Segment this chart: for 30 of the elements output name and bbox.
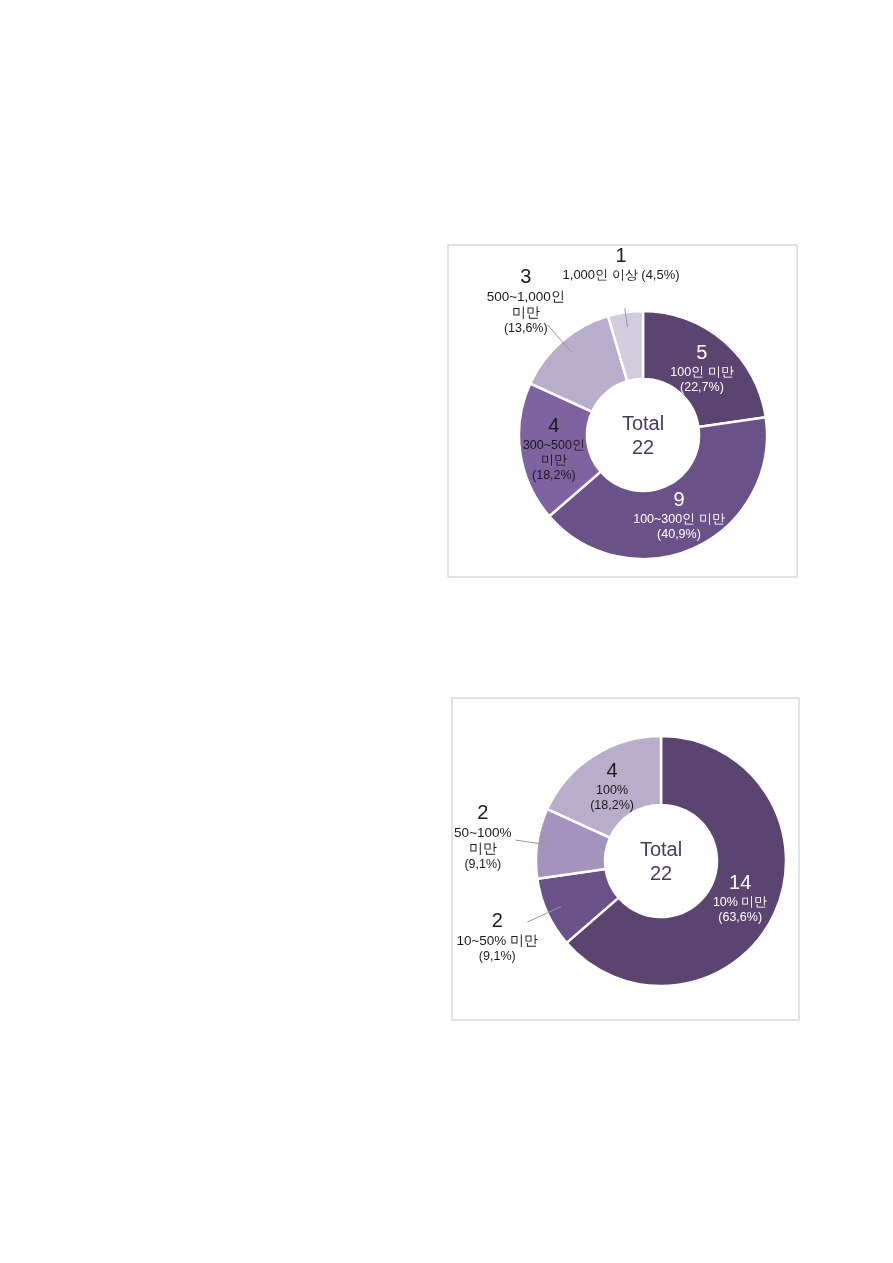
data-label: 4 — [606, 758, 618, 781]
text: 22 — [631, 436, 655, 458]
data-label: 4 — [548, 414, 560, 437]
data-label: 14 — [729, 871, 752, 894]
text: (9,1%) — [478, 949, 516, 964]
text: (9,1%) — [464, 856, 502, 871]
text: (63,6%) — [718, 910, 763, 925]
slice-label: 10~50% 미만 — [456, 933, 539, 948]
text: Total — [621, 412, 665, 434]
slice-label: 100% — [596, 782, 629, 797]
text: 22 — [649, 862, 673, 884]
slice-label: 500~1,000인 미만 — [486, 288, 565, 321]
data-label: 5 — [696, 340, 708, 363]
slice-label: 50~100% 미만 — [454, 824, 512, 856]
text: (22,7%) — [680, 379, 724, 394]
data-label: 2 — [477, 800, 489, 823]
text: (18,2%) — [532, 468, 576, 483]
data-label: 9 — [673, 487, 685, 510]
slice-label: 100인 미만 — [670, 364, 734, 379]
category-label: 1,000인 이상 (4,5%) — [562, 267, 680, 283]
text: (18,2%) — [590, 797, 634, 812]
data-label: 3 — [520, 265, 532, 288]
slice-label: 300~500인 미만 — [522, 438, 585, 468]
data-label: 2 — [491, 909, 503, 932]
text: (40,9%) — [657, 526, 701, 541]
text: (13,6%) — [503, 321, 548, 336]
slice-label: 10% 미만 — [712, 895, 768, 910]
slice-label: 100~300인 미만 — [633, 511, 725, 526]
text: Total — [639, 838, 683, 860]
data-label: 1 — [615, 243, 627, 266]
